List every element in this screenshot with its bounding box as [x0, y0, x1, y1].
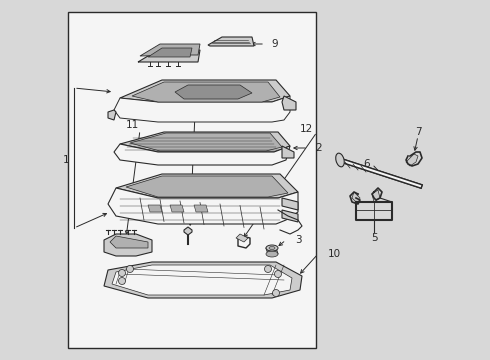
Polygon shape [126, 176, 288, 197]
Polygon shape [140, 44, 200, 56]
Polygon shape [138, 50, 200, 62]
Polygon shape [184, 227, 192, 235]
Polygon shape [175, 85, 252, 99]
Polygon shape [282, 96, 296, 110]
Text: 5: 5 [371, 233, 377, 243]
Polygon shape [116, 174, 298, 198]
Circle shape [119, 270, 125, 276]
Polygon shape [130, 133, 282, 151]
Polygon shape [194, 205, 208, 212]
Ellipse shape [336, 153, 344, 167]
Polygon shape [104, 262, 302, 298]
Polygon shape [266, 248, 278, 254]
Text: 10: 10 [328, 249, 341, 259]
Ellipse shape [266, 251, 278, 257]
Circle shape [265, 266, 271, 273]
Polygon shape [108, 110, 116, 120]
Text: 8: 8 [159, 52, 165, 62]
Polygon shape [114, 144, 290, 165]
Polygon shape [406, 154, 418, 166]
Polygon shape [208, 37, 254, 46]
Polygon shape [282, 198, 298, 210]
Polygon shape [104, 234, 152, 256]
Text: 11: 11 [125, 120, 139, 130]
Polygon shape [148, 205, 162, 212]
Polygon shape [120, 132, 290, 152]
Polygon shape [132, 82, 280, 102]
Ellipse shape [266, 245, 278, 251]
Text: 2: 2 [315, 143, 321, 153]
Polygon shape [108, 188, 298, 224]
Text: 4: 4 [189, 80, 196, 90]
Circle shape [272, 289, 279, 297]
Polygon shape [352, 192, 360, 204]
Ellipse shape [269, 247, 275, 249]
Circle shape [274, 270, 281, 278]
Polygon shape [372, 190, 380, 202]
Circle shape [119, 278, 125, 284]
Text: 6: 6 [364, 159, 370, 169]
Polygon shape [120, 80, 290, 102]
Circle shape [126, 266, 133, 273]
Text: 1: 1 [63, 155, 69, 165]
Polygon shape [282, 210, 298, 222]
Polygon shape [112, 265, 292, 295]
Text: 3: 3 [295, 235, 302, 245]
Text: 12: 12 [299, 124, 313, 134]
FancyBboxPatch shape [68, 12, 316, 348]
Polygon shape [236, 234, 248, 242]
Polygon shape [148, 48, 192, 57]
Polygon shape [282, 146, 294, 158]
Text: 7: 7 [415, 127, 421, 137]
Polygon shape [110, 236, 148, 248]
Text: 9: 9 [271, 39, 278, 49]
Polygon shape [114, 96, 290, 122]
Polygon shape [170, 205, 184, 212]
